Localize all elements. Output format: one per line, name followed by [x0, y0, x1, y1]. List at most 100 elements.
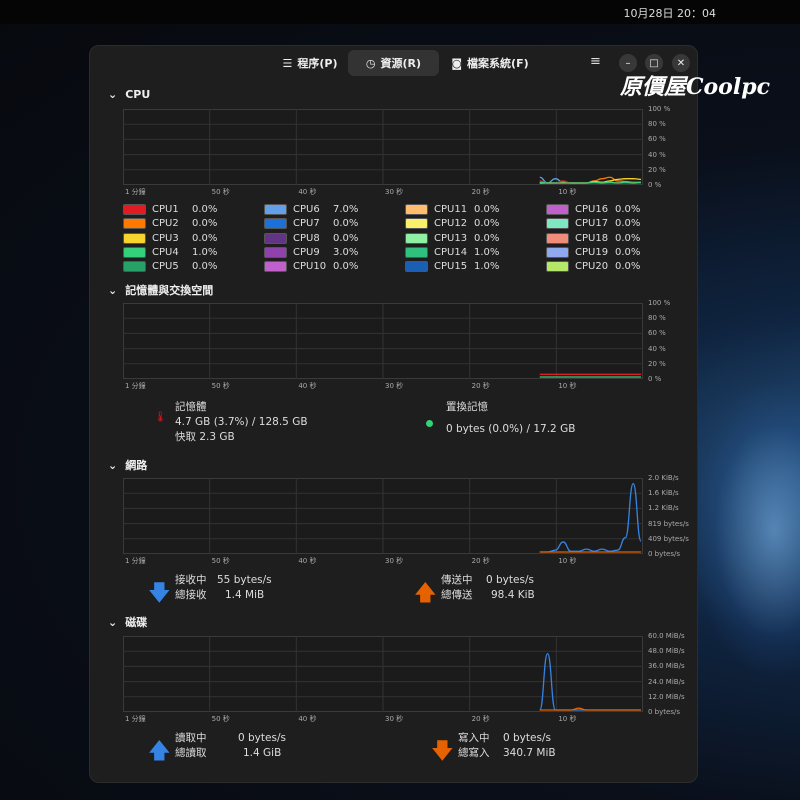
- total-sent-value: 98.4 KiB: [491, 589, 535, 601]
- color-swatch[interactable]: [123, 218, 146, 230]
- send-info: 傳送中 0 bytes/s 總傳送 98.4 KiB: [441, 573, 535, 603]
- maximize-button[interactable]: □: [645, 54, 663, 72]
- memory-section-toggle[interactable]: ⌄ 記憶體與交換空間: [108, 282, 213, 298]
- cpu-legend-item[interactable]: CPU6 7.0%: [264, 204, 358, 215]
- y-tick-label: 1.2 KiB/s: [648, 504, 679, 513]
- y-tick-label: 100 %: [648, 299, 671, 307]
- cpu-usage: 0.0%: [192, 218, 218, 230]
- cpu-legend-item[interactable]: CPU17 0.0%: [546, 218, 641, 230]
- time-tick-label: 20 秒: [471, 382, 490, 390]
- memory-info: 記憶體 4.7 GB (3.7%) / 128.5 GB 快取 2.3 GB: [175, 400, 308, 445]
- section-title: CPU: [125, 88, 151, 101]
- disk-graph: [123, 636, 643, 712]
- y-tick-label: 60 %: [648, 329, 666, 338]
- color-swatch[interactable]: [264, 232, 287, 244]
- time-tick-label: 30 秒: [385, 188, 404, 196]
- color-swatch[interactable]: [405, 218, 428, 230]
- cpu-legend-item[interactable]: CPU16 0.0%: [546, 204, 640, 215]
- cpu-usage: 0.0%: [474, 204, 500, 215]
- color-swatch[interactable]: [123, 246, 146, 258]
- color-swatch[interactable]: [405, 261, 428, 273]
- color-swatch[interactable]: [405, 246, 428, 258]
- disk-section-toggle[interactable]: ⌄ 磁碟: [108, 614, 147, 630]
- cpu-section-toggle[interactable]: ⌄ CPU: [108, 88, 150, 101]
- cpu-usage: 0.0%: [615, 246, 641, 258]
- cpu-legend-item[interactable]: CPU19 0.0%: [546, 246, 641, 258]
- time-tick-label: 50 秒: [211, 188, 230, 196]
- cpu-usage: 0.0%: [333, 218, 359, 230]
- color-swatch[interactable]: [123, 261, 146, 273]
- close-button[interactable]: ✕: [672, 54, 690, 72]
- total-sent-label: 總傳送: [441, 589, 473, 601]
- y-tick-label: 0 %: [648, 375, 662, 383]
- cpu-usage: 1.0%: [474, 261, 500, 273]
- color-swatch[interactable]: [546, 261, 569, 273]
- arrow-up-icon: 🡅: [414, 581, 437, 606]
- color-swatch[interactable]: [546, 204, 569, 215]
- color-swatch[interactable]: [264, 246, 287, 258]
- swap-label: 置換記憶: [446, 401, 488, 413]
- arrow-down-icon: 🡇: [431, 739, 454, 764]
- cpu-legend-item[interactable]: CPU9 3.0%: [264, 246, 358, 258]
- time-tick-label: 30 秒: [385, 715, 404, 723]
- total-written-label: 總寫入: [458, 747, 490, 759]
- cpu-legend-item[interactable]: CPU4 1.0%: [123, 246, 217, 258]
- color-swatch[interactable]: [405, 232, 428, 244]
- color-swatch[interactable]: [264, 261, 287, 273]
- cpu-legend-item[interactable]: CPU5 0.0%: [123, 261, 218, 273]
- clock[interactable]: 10月28日 20：04: [623, 7, 717, 20]
- section-title: 網路: [125, 459, 148, 472]
- minimize-button[interactable]: –: [619, 54, 637, 72]
- tab-file-systems[interactable]: ◙ 檔案系統(F): [445, 50, 535, 76]
- cpu-name: CPU9: [293, 246, 320, 258]
- cpu-legend-item[interactable]: CPU8 0.0%: [264, 232, 359, 244]
- cpu-legend-item[interactable]: CPU11 0.0%: [405, 204, 499, 215]
- disk-icon: ◙: [451, 56, 463, 70]
- cpu-name: CPU13: [434, 232, 468, 244]
- cpu-legend-item[interactable]: CPU15 1.0%: [405, 261, 500, 273]
- cpu-usage: 0.0%: [333, 232, 359, 244]
- cpu-legend-item[interactable]: CPU3 0.0%: [123, 232, 217, 244]
- memory-graph: [123, 303, 643, 379]
- total-received-label: 總接收: [175, 589, 207, 601]
- cpu-legend-item[interactable]: CPU14 1.0%: [405, 246, 500, 258]
- cpu-legend-item[interactable]: CPU20 0.0%: [546, 261, 641, 273]
- cpu-legend-item[interactable]: CPU10 0.0%: [264, 261, 358, 273]
- color-swatch[interactable]: [546, 246, 569, 258]
- cpu-usage: 0.0%: [192, 261, 218, 273]
- cpu-name: CPU17: [575, 218, 609, 230]
- cpu-legend-item[interactable]: CPU13 0.0%: [405, 232, 499, 244]
- tab-resources[interactable]: ◷ 資源(R): [348, 50, 439, 76]
- top-bar: 10月28日 20：04: [0, 0, 800, 24]
- cpu-legend-item[interactable]: CPU12 0.0%: [405, 218, 499, 230]
- cpu-legend-item[interactable]: CPU2 0.0%: [123, 218, 218, 230]
- disk-series-line-1: [539, 707, 641, 711]
- color-swatch[interactable]: [123, 204, 146, 215]
- color-swatch[interactable]: [546, 218, 569, 230]
- cpu-legend-item[interactable]: CPU7 0.0%: [264, 218, 359, 230]
- hamburger-menu-icon[interactable]: ≡: [590, 54, 601, 69]
- color-swatch[interactable]: [264, 218, 287, 230]
- cpu-name: CPU7: [293, 218, 320, 230]
- time-tick-label: 10 秒: [558, 188, 577, 196]
- y-tick-label: 819 bytes/s: [648, 519, 689, 528]
- color-swatch[interactable]: [264, 204, 287, 215]
- cpu-usage: 0.0%: [615, 218, 641, 230]
- color-swatch[interactable]: [546, 232, 569, 244]
- y-tick-label: 60 %: [648, 135, 666, 144]
- time-tick-label: 30 秒: [385, 382, 404, 390]
- color-swatch[interactable]: [123, 232, 146, 244]
- cpu-legend-item[interactable]: CPU1 0.0%: [123, 204, 217, 215]
- tab-processes[interactable]: ☰ 程序(P): [260, 50, 360, 76]
- cpu-graph: [123, 109, 643, 185]
- time-tick-label: 20 秒: [471, 188, 490, 196]
- network-graph: [123, 478, 643, 554]
- cpu-legend-item[interactable]: CPU18 0.0%: [546, 232, 640, 244]
- cpu-usage: 0.0%: [615, 261, 641, 273]
- cpu-usage: 1.0%: [474, 246, 500, 258]
- receiving-label: 接收中: [175, 574, 207, 586]
- y-tick-label: 0 bytes/s: [648, 708, 680, 716]
- network-section-toggle[interactable]: ⌄ 網路: [108, 457, 147, 473]
- y-tick-label: 0 %: [648, 181, 662, 189]
- color-swatch[interactable]: [405, 204, 428, 215]
